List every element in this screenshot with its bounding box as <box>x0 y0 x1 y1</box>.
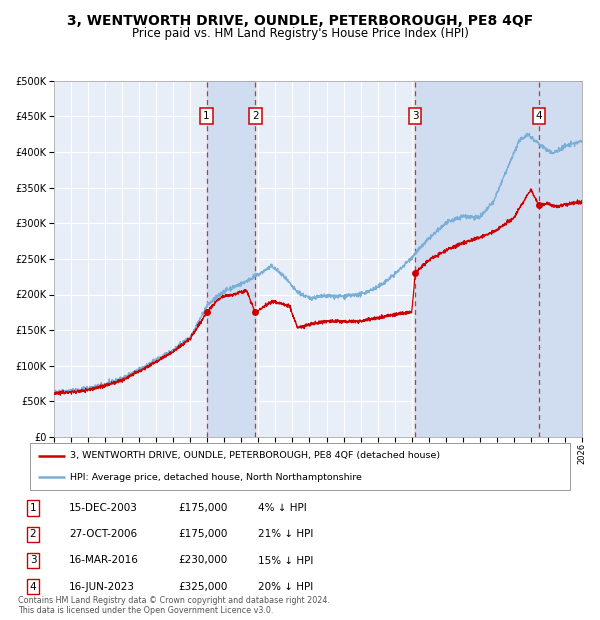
Text: 1: 1 <box>203 111 210 122</box>
Text: 15-DEC-2003: 15-DEC-2003 <box>69 503 138 513</box>
Text: 3, WENTWORTH DRIVE, OUNDLE, PETERBOROUGH, PE8 4QF (detached house): 3, WENTWORTH DRIVE, OUNDLE, PETERBOROUGH… <box>71 451 440 461</box>
Text: £325,000: £325,000 <box>179 582 228 591</box>
Text: 27-OCT-2006: 27-OCT-2006 <box>69 529 137 539</box>
Text: Price paid vs. HM Land Registry's House Price Index (HPI): Price paid vs. HM Land Registry's House … <box>131 27 469 40</box>
Bar <box>539 81 582 437</box>
Text: 1: 1 <box>29 503 37 513</box>
Text: 16-JUN-2023: 16-JUN-2023 <box>69 582 135 591</box>
Text: HPI: Average price, detached house, North Northamptonshire: HPI: Average price, detached house, Nort… <box>71 472 362 482</box>
Text: 3: 3 <box>412 111 419 122</box>
Text: 20% ↓ HPI: 20% ↓ HPI <box>258 582 313 591</box>
Text: Contains HM Land Registry data © Crown copyright and database right 2024.
This d: Contains HM Land Registry data © Crown c… <box>18 596 330 615</box>
Text: 16-MAR-2016: 16-MAR-2016 <box>69 556 139 565</box>
Bar <box>206 81 256 437</box>
Text: 15% ↓ HPI: 15% ↓ HPI <box>258 556 313 565</box>
Text: 2: 2 <box>252 111 259 122</box>
Text: 21% ↓ HPI: 21% ↓ HPI <box>258 529 313 539</box>
Text: 3, WENTWORTH DRIVE, OUNDLE, PETERBOROUGH, PE8 4QF: 3, WENTWORTH DRIVE, OUNDLE, PETERBOROUGH… <box>67 14 533 28</box>
Text: £230,000: £230,000 <box>179 556 228 565</box>
Text: 4: 4 <box>535 111 542 122</box>
Bar <box>415 81 539 437</box>
Text: 2: 2 <box>29 529 37 539</box>
Text: £175,000: £175,000 <box>179 529 228 539</box>
Text: £175,000: £175,000 <box>179 503 228 513</box>
Text: 3: 3 <box>29 556 37 565</box>
Text: 4% ↓ HPI: 4% ↓ HPI <box>258 503 307 513</box>
Text: 4: 4 <box>29 582 37 591</box>
